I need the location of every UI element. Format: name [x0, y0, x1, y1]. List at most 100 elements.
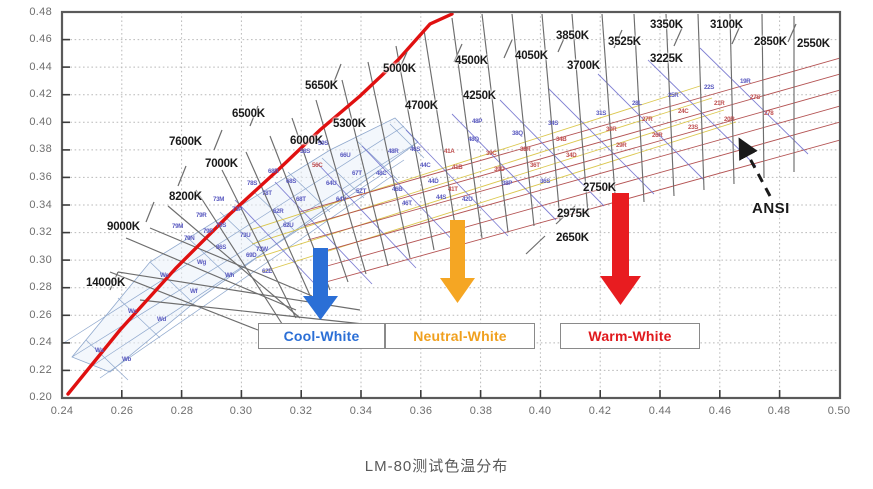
bin-label: 78T: [262, 190, 272, 197]
cct-label-2750k: 2750K: [583, 182, 616, 194]
bin-label: 62U: [283, 222, 294, 229]
bin-label: 56C: [312, 162, 323, 169]
bin-label: 34S: [548, 120, 559, 127]
bin-label: 64V: [336, 196, 347, 203]
bin-label: Wh: [225, 272, 235, 279]
bin-label: 24C: [678, 108, 689, 115]
bin-label: 44S: [436, 194, 447, 201]
bin-label: 79N: [184, 235, 195, 242]
bin-label: 73M: [213, 196, 225, 203]
cct-label-3525k: 3525K: [608, 36, 641, 48]
cct-label-8200k: 8200K: [169, 191, 202, 203]
x-tick-label: 0.46: [708, 405, 732, 417]
bin-label: 48C: [376, 170, 387, 177]
cct-label-2975k: 2975K: [557, 208, 590, 220]
bin-label: 19R: [740, 78, 751, 85]
x-tick-label: 0.34: [349, 405, 373, 417]
bin-label: 62R: [273, 208, 284, 215]
plot-svg: [60, 10, 842, 400]
bin-label: 38R: [520, 146, 531, 153]
y-tick-label: 0.48: [29, 6, 52, 18]
x-tick-label: 0.50: [827, 405, 851, 417]
bin-label: 46T: [402, 200, 412, 207]
cct-label-2850k: 2850K: [754, 36, 787, 48]
cct-label-6500k: 6500K: [232, 108, 265, 120]
bin-label: 58S: [300, 148, 311, 155]
x-tick-label: 0.28: [170, 405, 194, 417]
bin-label: Wg: [197, 259, 207, 266]
bin-label: 36T: [530, 162, 540, 169]
bin-label: We: [160, 272, 169, 279]
bin-label: 25R: [668, 92, 679, 99]
cool-white-label-box: Cool-White: [258, 323, 385, 349]
planckian-locus: [66, 12, 454, 396]
bin-label: 64U: [326, 180, 337, 187]
y-tick-label: 0.40: [29, 116, 52, 128]
bin-label: 41T: [448, 186, 458, 193]
cct-label-5300k: 5300K: [333, 118, 366, 130]
bin-label: Wa: [95, 347, 104, 354]
bin-label: 79P: [203, 228, 214, 235]
bin-label: 278: [764, 110, 774, 117]
bin-label: 41A: [444, 148, 455, 155]
x-tick-label: 0.30: [229, 405, 253, 417]
bin-label: 41B: [452, 164, 463, 171]
y-tick-label: 0.42: [29, 88, 52, 100]
warm-white-arrow: [600, 193, 641, 305]
ansi-arrow: [738, 137, 772, 197]
y-axis-ticks: [62, 38, 70, 372]
bin-label: 20R: [724, 116, 735, 123]
bin-label: Wb: [122, 356, 132, 363]
bin-label: 39C: [486, 150, 497, 157]
figure-caption: LM-80测试色温分布: [364, 458, 509, 475]
cct-label-4700k: 4700K: [405, 100, 438, 112]
bin-label: 78S: [247, 180, 258, 187]
bin-label: 46B: [392, 186, 403, 193]
y-tick-label: 0.34: [29, 199, 52, 211]
cct-label-2550k: 2550K: [797, 38, 830, 50]
bin-label: 34B: [556, 136, 567, 143]
bin-label: 86S: [216, 244, 227, 251]
x-tick-label: 0.26: [110, 405, 134, 417]
bin-label: 39D: [494, 166, 505, 173]
bin-label: 38P: [502, 180, 513, 187]
bin-label: 48P: [472, 118, 483, 125]
bin-label: 44C: [420, 162, 431, 169]
bin-label: 5ZT: [356, 188, 367, 195]
ansi-blue-lines: [234, 47, 809, 301]
x-tick-label: 0.40: [528, 405, 552, 417]
y-tick-label: 0.26: [29, 309, 52, 321]
y-tick-label: 0.46: [29, 33, 52, 45]
bin-label: 67T: [352, 170, 362, 177]
bin-label: 28L: [632, 100, 642, 107]
bin-label: 79S: [216, 222, 227, 229]
ansi-yellow-lines: [249, 85, 737, 273]
bin-label: Wd: [157, 316, 167, 323]
bin-label: 44D: [428, 178, 439, 185]
y-tick-label: 0.24: [29, 336, 52, 348]
cct-label-3850k: 3850K: [556, 30, 589, 42]
bin-label: 36S: [540, 178, 551, 185]
cct-label-4050k: 4050K: [515, 50, 548, 62]
bin-label: 22S: [704, 84, 715, 91]
neutral-white-arrow: [440, 220, 475, 303]
x-tick-label: 0.42: [588, 405, 612, 417]
cct-label-7000k: 7000K: [205, 158, 238, 170]
y-tick-label: 0.44: [29, 61, 52, 73]
bin-label: 30R: [606, 126, 617, 133]
cct-label-2650k: 2650K: [556, 232, 589, 244]
chromaticity-diagram: 0.48 0.46 0.44 0.42 0.40 0.38 0.36 0.34 …: [29, 6, 851, 417]
bin-label: 46S: [410, 146, 421, 153]
bin-label: 59S: [318, 140, 329, 147]
bin-label: 48Q: [468, 136, 479, 143]
bin-label: 68S: [286, 178, 297, 185]
bin-label: 31S: [596, 110, 607, 117]
cct-label-3350k: 3350K: [650, 19, 683, 31]
neutral-white-label-box: Neutral-White: [385, 323, 535, 349]
x-tick-label: 0.38: [469, 405, 493, 417]
bin-label: 29R: [616, 142, 627, 149]
bin-label: Wc: [128, 308, 137, 315]
cct-label-9000k: 9000K: [107, 221, 140, 233]
bin-label: 23S: [688, 124, 699, 131]
